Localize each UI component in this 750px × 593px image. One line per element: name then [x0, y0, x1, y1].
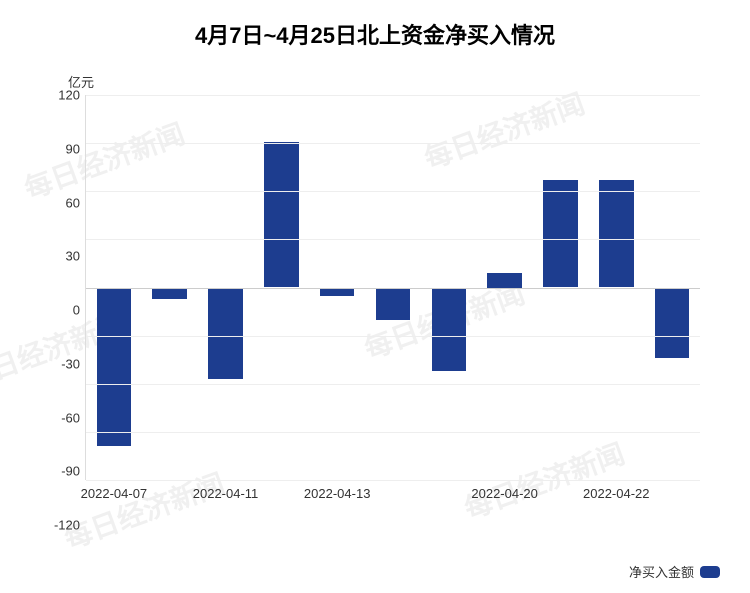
- grid-line: [86, 143, 700, 144]
- y-tick-label: -120: [30, 518, 80, 533]
- bar: [655, 288, 690, 359]
- bar: [432, 288, 467, 371]
- bar: [152, 288, 187, 299]
- bar: [97, 288, 132, 447]
- y-tick-label: -90: [30, 464, 80, 479]
- plot-area: 2022-04-072022-04-112022-04-132022-04-20…: [85, 95, 700, 480]
- y-tick-label: 120: [30, 88, 80, 103]
- y-tick-label: -60: [30, 410, 80, 425]
- legend: 净买入金额: [629, 562, 720, 581]
- y-tick-label: 90: [30, 141, 80, 156]
- x-tick-label: 2022-04-22: [583, 486, 650, 501]
- grid-line: [86, 480, 700, 481]
- bar: [543, 180, 578, 287]
- bar: [264, 142, 299, 288]
- legend-label: 净买入金额: [629, 562, 694, 581]
- chart-title: 4月7日~4月25日北上资金净买入情况: [0, 0, 750, 50]
- y-tick-label: 30: [30, 249, 80, 264]
- bar: [487, 273, 522, 287]
- chart-container: 亿元 2022-04-072022-04-112022-04-132022-04…: [20, 80, 730, 510]
- x-tick-label: 2022-04-07: [81, 486, 148, 501]
- grid-line: [86, 191, 700, 192]
- bar: [599, 180, 634, 287]
- y-tick-label: 60: [30, 195, 80, 210]
- y-tick-label: 0: [30, 303, 80, 318]
- x-tick-label: 2022-04-11: [193, 486, 259, 501]
- bar: [208, 288, 243, 379]
- grid-line: [86, 239, 700, 240]
- zero-line: [86, 288, 700, 289]
- bar: [376, 288, 411, 320]
- grid-line: [86, 336, 700, 337]
- legend-swatch: [700, 566, 720, 578]
- x-tick-label: 2022-04-20: [471, 486, 538, 501]
- x-tick-label: 2022-04-13: [304, 486, 371, 501]
- grid-line: [86, 384, 700, 385]
- y-tick-label: -30: [30, 356, 80, 371]
- bar: [320, 288, 355, 296]
- grid-line: [86, 95, 700, 96]
- grid-line: [86, 432, 700, 433]
